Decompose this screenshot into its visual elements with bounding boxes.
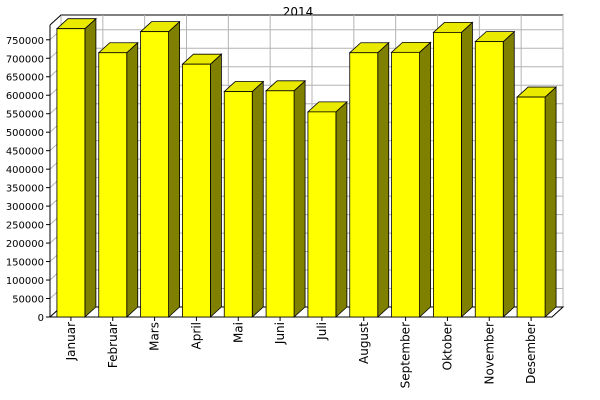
bar-side xyxy=(544,86,557,318)
bar-side xyxy=(419,41,431,318)
bar-side xyxy=(251,80,264,318)
bar-side xyxy=(84,17,97,318)
y-tick-label: 400000 xyxy=(6,165,44,176)
x-tick-label: Desember xyxy=(524,322,538,384)
y-tick-label: 300000 xyxy=(6,202,44,213)
y-tick-label: 600000 xyxy=(6,91,44,102)
bar xyxy=(390,41,432,318)
y-tick-label: 200000 xyxy=(6,239,44,250)
bar-front xyxy=(140,31,169,318)
bar-front xyxy=(265,90,295,318)
y-axis-depth-edge xyxy=(49,14,62,26)
bar xyxy=(348,41,390,318)
bar-side xyxy=(168,20,180,318)
y-tick-label: 650000 xyxy=(6,73,44,84)
y-tick-label: 450000 xyxy=(6,147,44,158)
y-tick-label: 0 xyxy=(38,313,44,324)
bar xyxy=(306,100,348,318)
y-tick-label: 150000 xyxy=(6,258,44,269)
bar-side xyxy=(126,41,139,318)
y-axis-ticks: 0 50000 100000 150000 200000 250000 300000 3500… xyxy=(6,36,50,324)
bar xyxy=(181,53,223,318)
bar-front xyxy=(433,31,462,318)
bars xyxy=(55,17,558,318)
x-tick-label: Juli xyxy=(315,322,329,341)
bar-side xyxy=(293,79,306,318)
y-tick-label: 250000 xyxy=(6,221,44,232)
y-tick-label: 700000 xyxy=(6,54,44,65)
x-tick-label: April xyxy=(189,322,203,349)
bar-front xyxy=(56,28,86,318)
bar xyxy=(516,86,558,318)
bar-front xyxy=(223,91,253,318)
x-tick-label: Oktober xyxy=(440,322,454,370)
bar-front xyxy=(474,41,504,318)
x-tick-label: November xyxy=(482,322,496,384)
x-tick-label: Mars xyxy=(148,322,162,351)
bar-side xyxy=(377,41,390,318)
x-tick-label: Juni xyxy=(273,322,287,345)
x-tick-label: Mai xyxy=(231,322,245,343)
bar-side xyxy=(502,30,515,318)
bar-front xyxy=(182,63,211,318)
x-tick-label: Januar xyxy=(64,322,78,361)
bar-front xyxy=(98,52,128,318)
bar-front xyxy=(307,111,337,318)
bar xyxy=(265,79,307,318)
bar xyxy=(474,30,516,318)
y-tick-label: 100000 xyxy=(6,276,44,287)
bar-side xyxy=(210,53,222,318)
y-tick-label: 500000 xyxy=(6,128,44,139)
x-tick-label: August xyxy=(357,322,371,364)
y-tick-label: 50000 xyxy=(12,295,44,306)
bar-side xyxy=(335,100,348,318)
bar xyxy=(55,17,97,318)
bar xyxy=(139,20,181,318)
y-tick-label: 350000 xyxy=(6,184,44,195)
x-tick-label: September xyxy=(399,322,413,388)
x-axis-labels: Januar Februar Mars April Mai Juni Juli August S… xyxy=(64,317,538,388)
bar xyxy=(223,80,265,318)
bar-front xyxy=(349,52,379,318)
bar-side xyxy=(461,21,473,318)
bar-front xyxy=(391,51,420,318)
bar xyxy=(432,21,474,318)
y-tick-label: 750000 xyxy=(6,36,44,47)
y-tick-label: 550000 xyxy=(6,110,44,121)
x-tick-label: Februar xyxy=(106,322,120,368)
bar-front xyxy=(516,96,546,318)
bar xyxy=(97,41,139,318)
